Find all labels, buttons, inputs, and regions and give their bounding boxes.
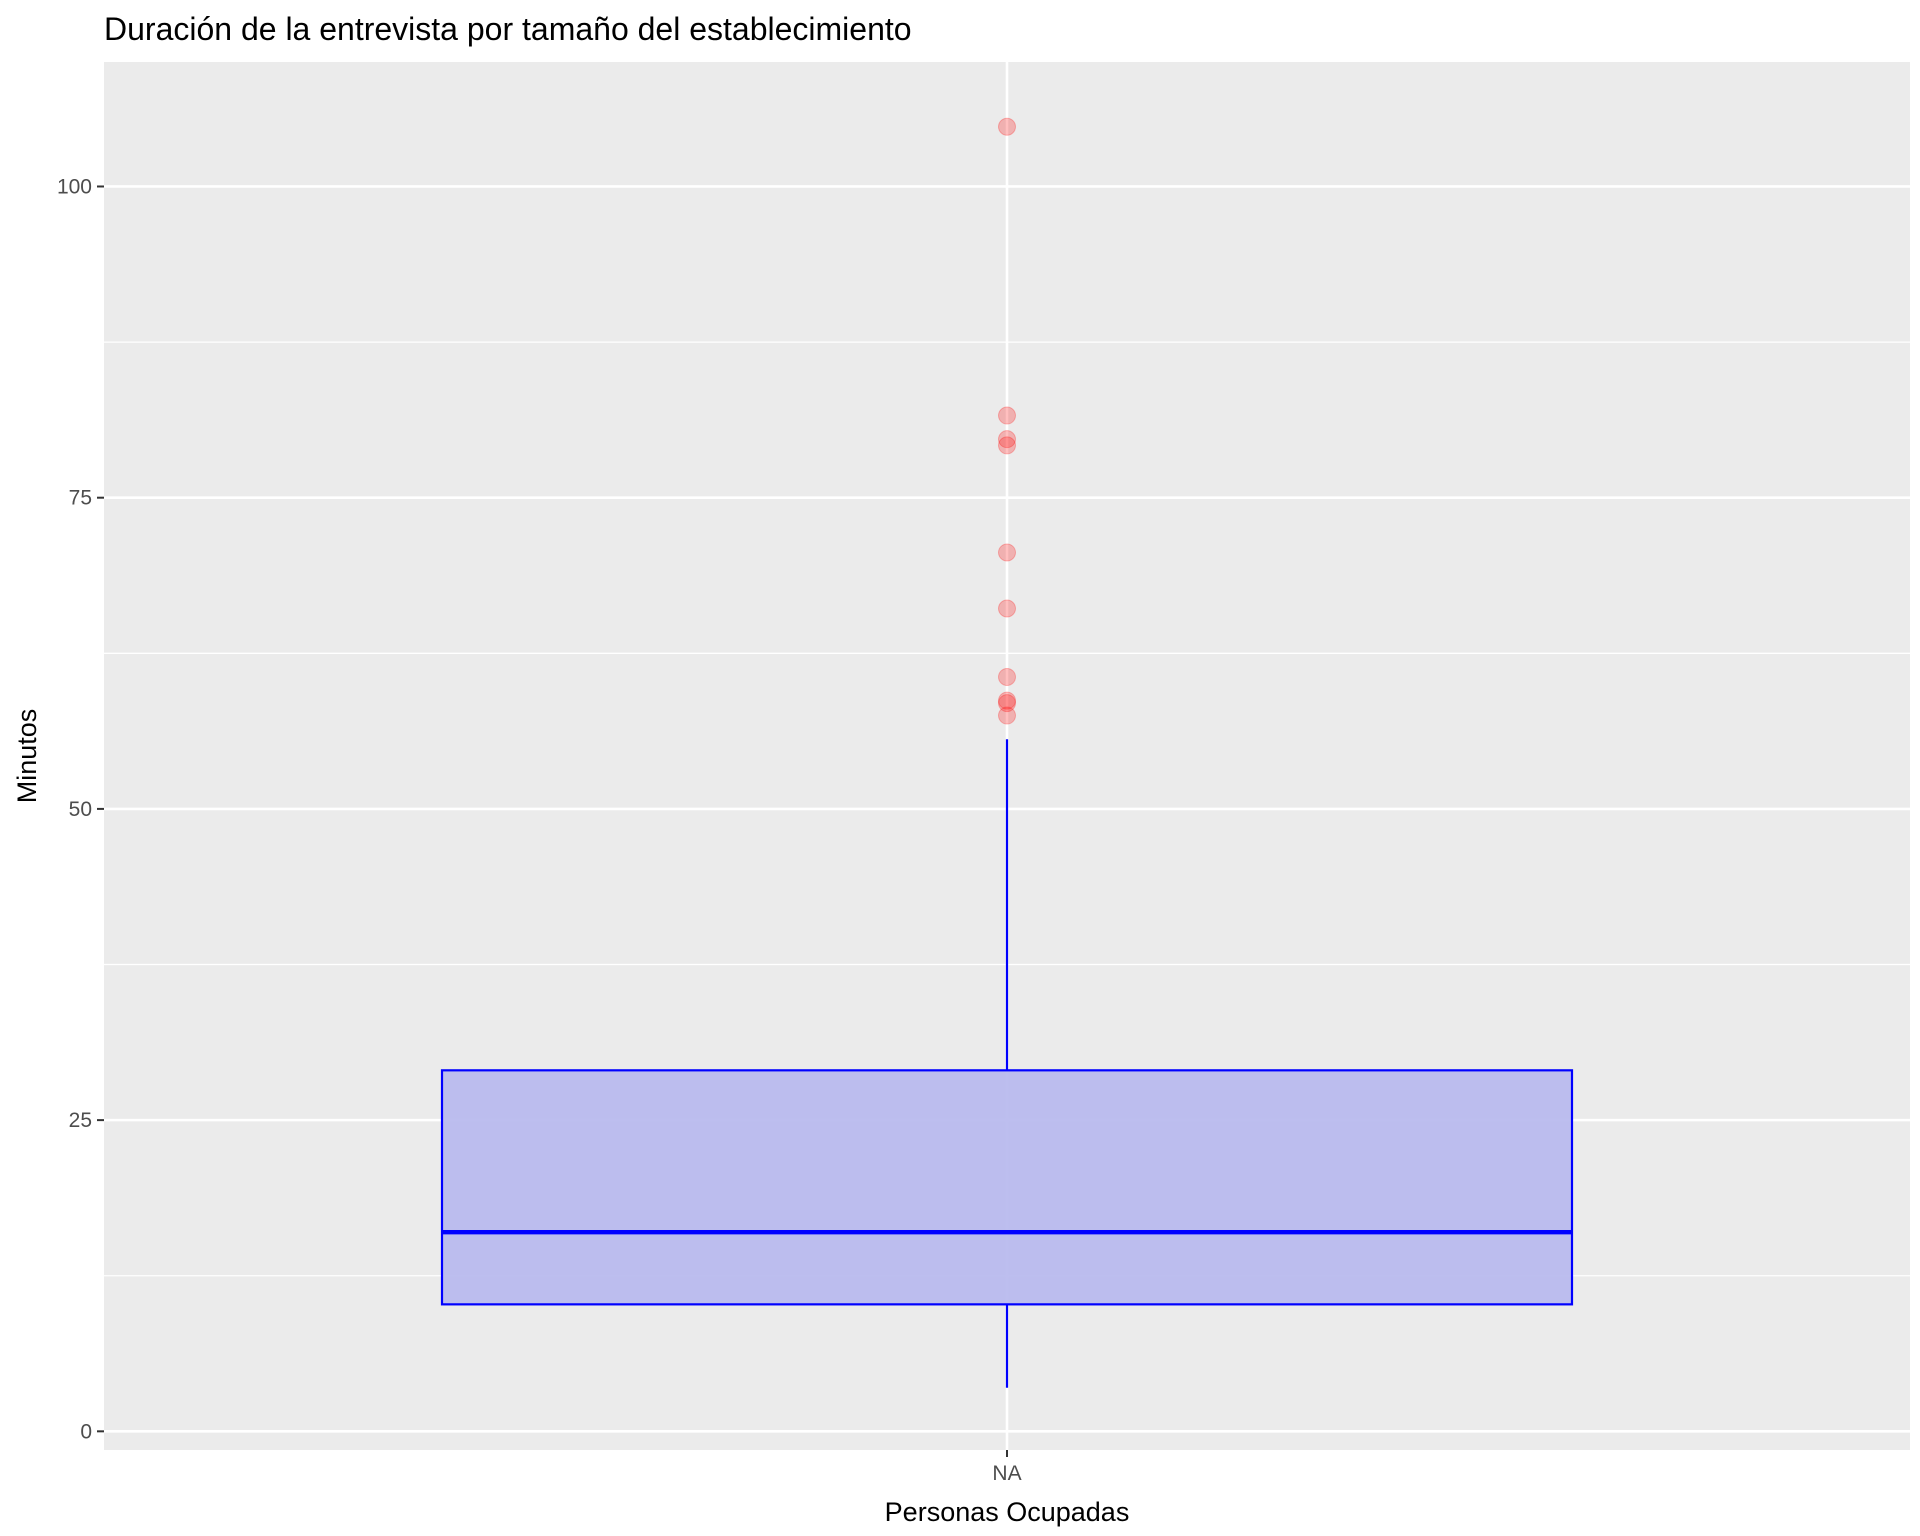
outlier-point	[998, 430, 1016, 449]
y-axis: 0 25 50 75 100	[57, 175, 104, 1443]
y-tick-label: 25	[69, 1109, 92, 1132]
x-tick-label: NA	[992, 1462, 1021, 1485]
chart-title: Duración de la entrevista por tamaño del…	[104, 11, 912, 47]
outlier-points	[998, 117, 1016, 725]
outlier-point	[998, 667, 1016, 686]
outlier-point	[998, 117, 1016, 136]
y-tick-label: 0	[80, 1420, 92, 1443]
outlier-point	[998, 406, 1016, 425]
x-axis-title: Personas Ocupadas	[885, 1497, 1130, 1527]
outlier-point	[998, 691, 1016, 710]
outlier-point	[998, 543, 1016, 562]
y-tick-label: 75	[69, 487, 92, 510]
y-tick-label: 50	[69, 798, 92, 821]
y-axis-title: Minutos	[12, 709, 42, 804]
x-axis: NA	[992, 1450, 1022, 1485]
box-group	[440, 739, 1574, 1388]
outlier-point	[998, 436, 1016, 455]
y-tick-label: 100	[57, 175, 92, 198]
outlier-point	[998, 599, 1016, 618]
box-iqr	[440, 1069, 1574, 1306]
outlier-point	[998, 694, 1016, 713]
outlier-point	[998, 706, 1016, 725]
